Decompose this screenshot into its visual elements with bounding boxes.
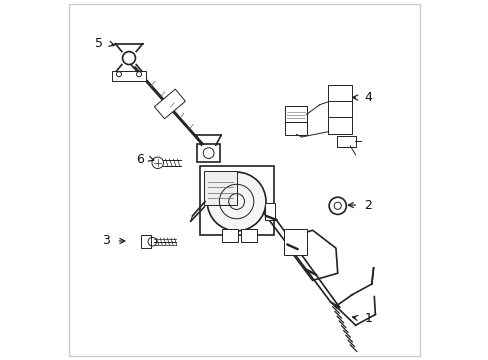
FancyBboxPatch shape	[112, 71, 146, 81]
FancyBboxPatch shape	[265, 203, 274, 220]
Circle shape	[152, 157, 163, 168]
FancyBboxPatch shape	[141, 235, 150, 248]
Circle shape	[328, 197, 346, 215]
Circle shape	[122, 51, 135, 64]
Text: 1: 1	[364, 311, 371, 325]
FancyBboxPatch shape	[200, 166, 274, 235]
FancyBboxPatch shape	[285, 107, 306, 122]
Text: 2: 2	[364, 199, 371, 212]
Polygon shape	[154, 89, 185, 119]
Text: 4: 4	[364, 91, 371, 104]
FancyBboxPatch shape	[285, 122, 306, 135]
Circle shape	[207, 172, 265, 231]
FancyBboxPatch shape	[240, 229, 257, 242]
Text: 6: 6	[136, 153, 144, 166]
FancyBboxPatch shape	[327, 85, 351, 102]
FancyBboxPatch shape	[196, 144, 220, 162]
Circle shape	[203, 148, 214, 158]
FancyBboxPatch shape	[327, 102, 351, 117]
Text: 3: 3	[102, 234, 110, 247]
FancyBboxPatch shape	[327, 117, 351, 134]
Text: 5: 5	[95, 37, 103, 50]
FancyBboxPatch shape	[336, 136, 355, 147]
FancyBboxPatch shape	[284, 229, 306, 255]
FancyBboxPatch shape	[222, 229, 238, 242]
FancyBboxPatch shape	[203, 171, 237, 205]
